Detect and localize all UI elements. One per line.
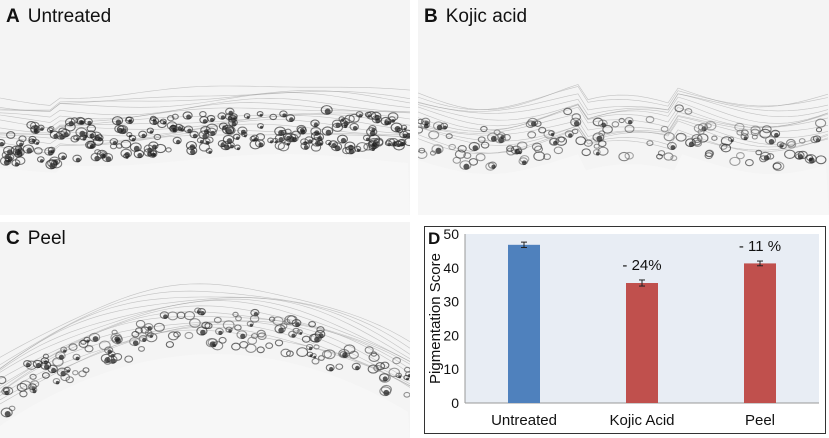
- micrograph-panel-b: B Kojic acid: [418, 0, 829, 215]
- panel-c-letter: C: [6, 228, 20, 249]
- micrograph-peel: [0, 222, 410, 438]
- y-tick-label: 30: [443, 294, 459, 310]
- panel-a-title: Untreated: [27, 6, 112, 27]
- micrograph-panel-c: C Peel: [0, 222, 410, 438]
- panel-c-title: Peel: [27, 228, 66, 249]
- panel-c-label: C Peel: [6, 228, 66, 250]
- pigmentation-bar-chart: 0 10 20 30 40 50 Pigmentation Score Untreated Ko…: [427, 227, 819, 429]
- panel-a-letter: A: [6, 6, 20, 27]
- micrograph-kojic-acid: [418, 0, 829, 215]
- bar-peel: [744, 263, 776, 403]
- percent-change-annotation: - 24%: [622, 257, 661, 274]
- micrograph-panel-a: A Untreated: [0, 0, 410, 215]
- percent-change-annotation: - 11 %: [739, 238, 781, 255]
- x-tick-label: Untreated: [491, 412, 557, 429]
- chart-panel-d: 0 10 20 30 40 50 Pigmentation Score Untreated Ko…: [424, 226, 826, 434]
- x-tick-label: Peel: [745, 412, 775, 429]
- y-tick-label: 0: [451, 395, 459, 411]
- y-axis-title: Pigmentation Score: [427, 253, 444, 384]
- y-tick-label: 50: [443, 227, 459, 242]
- panel-b-title: Kojic acid: [445, 6, 528, 27]
- x-tick-label: Kojic Acid: [609, 412, 674, 429]
- panel-b-letter: B: [424, 6, 438, 27]
- micrograph-untreated: [0, 0, 410, 215]
- panel-b-label: B Kojic acid: [424, 6, 527, 28]
- y-tick-label: 10: [443, 361, 459, 377]
- bar-untreated: [508, 244, 540, 403]
- bar-kojic-acid: [626, 283, 658, 403]
- y-tick-label: 20: [443, 327, 459, 343]
- panel-d-letter: D: [428, 229, 441, 248]
- y-tick-label: 40: [443, 260, 459, 276]
- panel-a-label: A Untreated: [6, 6, 111, 28]
